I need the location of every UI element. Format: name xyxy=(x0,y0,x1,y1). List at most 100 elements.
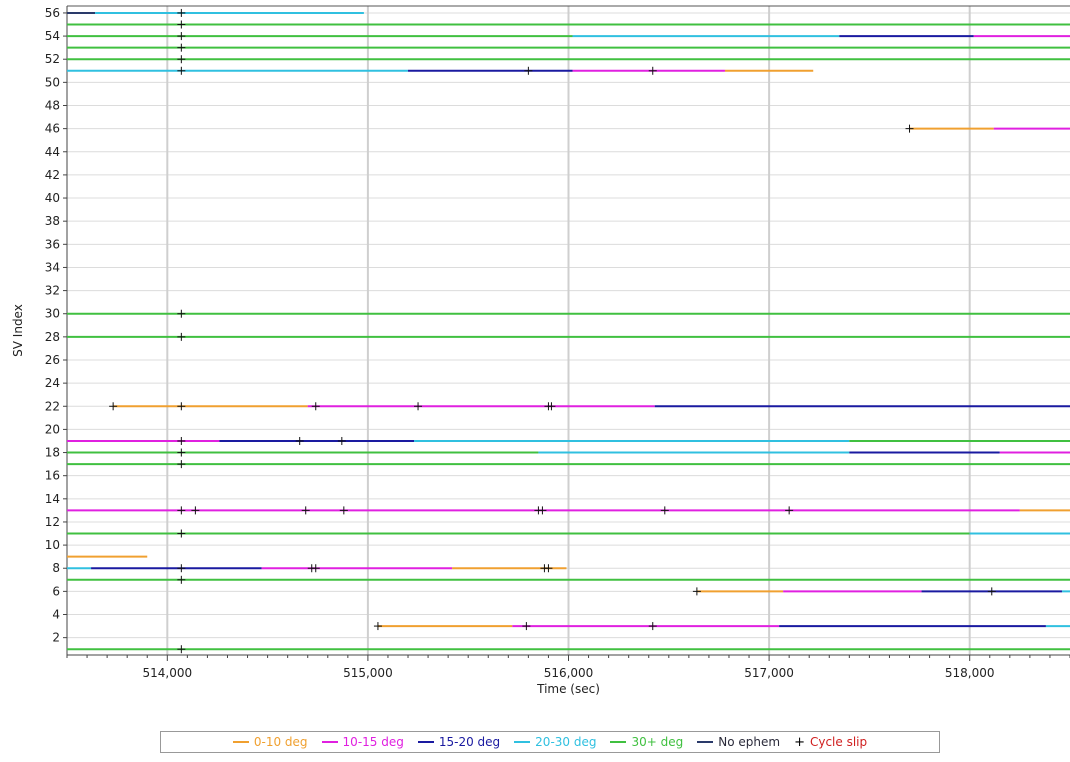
y-tick-label: 20 xyxy=(45,422,60,436)
cycle-slip-marker xyxy=(109,402,118,411)
y-tick-label: 48 xyxy=(45,98,60,112)
x-tick-label: 515,000 xyxy=(343,666,393,680)
cycle-slip-marker xyxy=(191,506,200,515)
y-tick-label: 30 xyxy=(45,307,60,321)
cycle-slip-marker xyxy=(177,66,186,75)
legend-item: 30+ deg xyxy=(610,735,683,749)
y-tick-label: 52 xyxy=(45,52,60,66)
legend-swatch xyxy=(610,741,627,743)
cycle-slip-marker xyxy=(177,8,186,17)
cycle-slip-marker xyxy=(987,587,996,596)
cycle-slip-marker xyxy=(648,66,657,75)
cycle-slip-marker xyxy=(177,332,186,341)
y-tick-label: 32 xyxy=(45,284,60,298)
legend-item-cycle-slip: + Cycle slip xyxy=(794,735,867,749)
y-tick-label: 34 xyxy=(45,260,60,274)
cycle-slip-marker xyxy=(785,506,794,515)
legend: 0-10 deg 10-15 deg 15-20 deg 20-30 deg 30+ d… xyxy=(160,731,940,753)
axis-ticks: 2468101214161820222426283032343638404244… xyxy=(45,6,1070,680)
y-tick-label: 56 xyxy=(45,6,60,20)
cycle-slip-marker xyxy=(311,564,320,573)
cycle-slip-marker xyxy=(177,436,186,445)
cycle-slip-marker xyxy=(177,564,186,573)
cycle-slip-marker xyxy=(524,66,533,75)
y-tick-label: 24 xyxy=(45,376,60,390)
y-tick-label: 44 xyxy=(45,145,60,159)
cycle-slip-marker xyxy=(177,460,186,469)
cycle-slips xyxy=(109,8,996,654)
cycle-slip-marker xyxy=(177,55,186,64)
cycle-slip-marker xyxy=(177,506,186,515)
legend-label: 20-30 deg xyxy=(535,735,597,749)
cycle-slip-marker xyxy=(177,575,186,584)
cycle-slip-marker xyxy=(373,622,382,631)
sv-tracks xyxy=(67,11,1070,651)
y-tick-label: 54 xyxy=(45,29,60,43)
legend-label: Cycle slip xyxy=(809,735,868,749)
legend-swatch xyxy=(321,741,338,743)
y-tick-label: 36 xyxy=(45,237,60,251)
legend-item: 20-30 deg xyxy=(514,735,596,749)
cycle-slip-icon: + xyxy=(794,734,805,750)
y-tick-label: 38 xyxy=(45,214,60,228)
y-tick-label: 16 xyxy=(45,469,60,483)
legend-swatch xyxy=(232,741,249,743)
cycle-slip-marker xyxy=(177,645,186,654)
legend-label: No ephem xyxy=(718,735,781,749)
y-tick-label: 26 xyxy=(45,353,60,367)
legend-swatch xyxy=(697,741,714,743)
y-tick-label: 8 xyxy=(52,561,60,575)
cycle-slip-marker xyxy=(177,43,186,52)
y-tick-label: 4 xyxy=(52,608,60,622)
cycle-slip-marker xyxy=(692,587,701,596)
x-tick-label: 518,000 xyxy=(945,666,995,680)
cycle-slip-marker xyxy=(339,506,348,515)
legend-item: 10-15 deg xyxy=(321,735,404,749)
cycle-slip-marker xyxy=(547,402,556,411)
y-tick-label: 50 xyxy=(45,75,60,89)
y-tick-label: 2 xyxy=(52,631,60,645)
legend-label: 30+ deg xyxy=(631,735,684,749)
cycle-slip-marker xyxy=(295,436,304,445)
x-tick-label: 514,000 xyxy=(142,666,192,680)
cycle-slip-marker xyxy=(177,448,186,457)
cycle-slip-marker xyxy=(648,622,657,631)
cycle-slip-marker xyxy=(337,436,346,445)
cycle-slip-marker xyxy=(301,506,310,515)
legend-swatch xyxy=(514,741,531,743)
cycle-slip-marker xyxy=(538,506,547,515)
grid xyxy=(67,5,1070,655)
x-tick-label: 517,000 xyxy=(744,666,794,680)
y-tick-label: 6 xyxy=(52,584,60,598)
legend-item: 0-10 deg xyxy=(232,735,308,749)
cycle-slip-marker xyxy=(177,529,186,538)
cycle-slip-marker xyxy=(177,309,186,318)
y-axis-title: SV Index xyxy=(11,304,25,357)
y-tick-label: 10 xyxy=(45,538,60,552)
x-tick-label: 516,000 xyxy=(544,666,594,680)
cycle-slip-marker xyxy=(177,20,186,29)
y-tick-label: 14 xyxy=(45,492,60,506)
legend-label: 10-15 deg xyxy=(342,735,404,749)
y-tick-label: 22 xyxy=(45,399,60,413)
y-tick-label: 42 xyxy=(45,168,60,182)
cycle-slip-marker xyxy=(311,402,320,411)
y-tick-label: 18 xyxy=(45,446,60,460)
y-tick-label: 46 xyxy=(45,122,60,136)
legend-label: 0-10 deg xyxy=(253,735,308,749)
cycle-slip-marker xyxy=(522,622,531,631)
cycle-slip-marker xyxy=(177,32,186,41)
cycle-slip-marker xyxy=(414,402,423,411)
cycle-slip-marker xyxy=(660,506,669,515)
legend-swatch xyxy=(417,741,434,743)
y-tick-label: 40 xyxy=(45,191,60,205)
legend-item: 15-20 deg xyxy=(417,735,501,749)
cycle-slip-marker xyxy=(177,402,186,411)
y-tick-label: 12 xyxy=(45,515,60,529)
legend-label: 15-20 deg xyxy=(438,735,501,749)
x-axis-title: Time (sec) xyxy=(536,682,600,696)
cycle-slip-marker xyxy=(905,124,914,133)
legend-item: No ephem xyxy=(697,735,780,749)
cycle-slip-marker xyxy=(544,564,553,573)
